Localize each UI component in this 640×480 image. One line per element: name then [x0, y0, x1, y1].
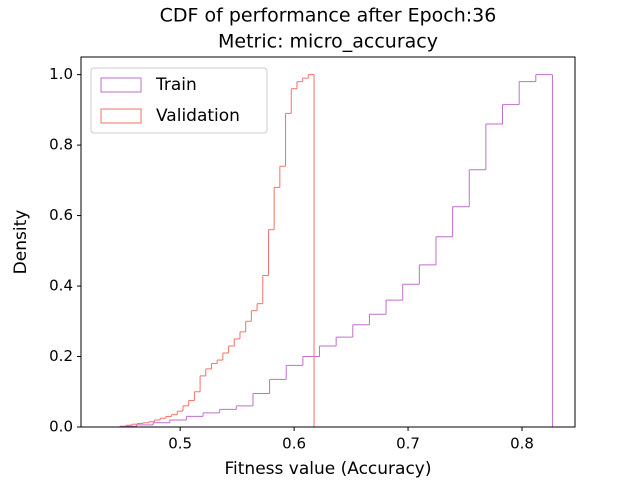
legend-label: Validation: [156, 106, 240, 126]
chart-title: CDF of performance after Epoch:36: [160, 5, 497, 27]
y-tick-label: 1.0: [49, 65, 73, 83]
legend-box: [90, 67, 268, 134]
y-tick-label: 0.2: [49, 347, 73, 365]
plot-frame: [80, 56, 576, 428]
x-axis-label: Fitness value (Accuracy): [225, 459, 432, 479]
y-tick-label: 0.0: [49, 418, 73, 436]
legend-label: Train: [155, 75, 197, 95]
legend-swatch: [100, 108, 142, 124]
x-tick-label: 0.5: [168, 435, 192, 453]
y-tick-label: 0.8: [49, 136, 73, 154]
x-tick-label: 0.6: [282, 435, 306, 453]
x-tick-label: 0.7: [396, 435, 420, 453]
chart-subtitle: Metric: micro_accuracy: [218, 31, 438, 53]
x-tick-label: 0.8: [510, 435, 534, 453]
legend-swatch: [100, 77, 142, 93]
y-axis-label: Density: [11, 210, 31, 275]
y-tick-label: 0.4: [49, 277, 73, 295]
y-tick-label: 0.6: [49, 206, 73, 224]
